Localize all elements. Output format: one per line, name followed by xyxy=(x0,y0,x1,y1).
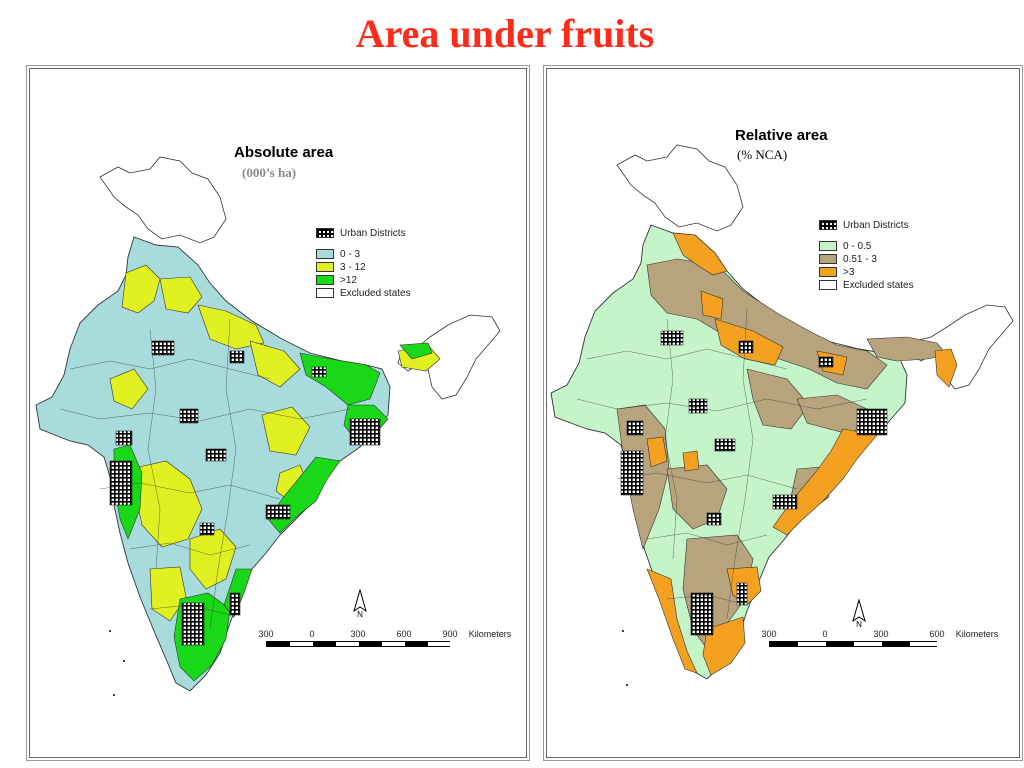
scale-tick-label: 900 xyxy=(442,629,458,639)
legend-item: >12 xyxy=(316,274,411,286)
scale-bar: 300 0 300 600 Kilometers xyxy=(761,629,1009,659)
legend-swatch xyxy=(819,267,837,277)
urban-districts-right xyxy=(620,330,888,636)
excluded-northeast-region xyxy=(397,314,501,400)
legend-item: Urban Districts xyxy=(316,227,411,239)
legend-item: 0.51 - 3 xyxy=(819,253,914,265)
legend-swatch xyxy=(819,280,837,290)
map-subtitle: (000’s ha) xyxy=(242,165,297,180)
north-arrow-icon: N xyxy=(350,588,370,619)
scale-segment xyxy=(267,642,290,646)
legend-label: 0 - 3 xyxy=(340,248,361,260)
legend-label: >3 xyxy=(843,266,855,278)
legend-swatch xyxy=(316,275,334,285)
scale-tick-label: 300 xyxy=(761,629,777,639)
scale-tick-label: 600 xyxy=(396,629,412,639)
india-map-relative xyxy=(550,144,1014,686)
scale-bar: 300 0 300 600 900 Kilometers xyxy=(258,629,516,659)
scale-unit-label: Kilometers xyxy=(468,629,512,639)
legend-label: Urban Districts xyxy=(843,219,909,231)
legend-item: >3 xyxy=(819,266,914,278)
scale-segment xyxy=(336,642,359,646)
map-legend: Urban Districts 0 - 0.5 0.51 - 3 >3 Excluded… xyxy=(819,219,914,292)
map-title: Absolute area xyxy=(234,144,334,161)
legend-swatch xyxy=(316,228,334,238)
scale-segment xyxy=(359,642,382,646)
legend-swatch xyxy=(316,249,334,259)
urban-districts-left xyxy=(109,340,381,646)
scale-segment xyxy=(428,642,451,646)
excluded-north-region xyxy=(99,156,227,244)
legend-label: >12 xyxy=(340,274,357,286)
scale-segment xyxy=(854,642,882,646)
relative-area-map-panel: Relative area (% NCA) Urban Districts 0 -… xyxy=(543,65,1023,761)
scale-tick-label: 600 xyxy=(929,629,945,639)
legend-swatch xyxy=(316,262,334,272)
scale-tick-label: 0 xyxy=(309,629,315,639)
legend-item: 0 - 0.5 xyxy=(819,240,914,252)
legend-label: 0.51 - 3 xyxy=(843,253,877,265)
scale-tick-label: 300 xyxy=(350,629,366,639)
svg-text:N: N xyxy=(357,610,363,617)
scale-tick-label: 0 xyxy=(822,629,828,639)
scale-segment xyxy=(882,642,910,646)
scale-tick-label: 300 xyxy=(258,629,274,639)
legend-item: Urban Districts xyxy=(819,219,914,231)
legend-swatch xyxy=(316,288,334,298)
scale-segment xyxy=(910,642,938,646)
legend-item: 0 - 3 xyxy=(316,248,411,260)
map-title: Relative area xyxy=(735,127,828,144)
legend-label: Urban Districts xyxy=(340,227,406,239)
scale-tick-label: 300 xyxy=(873,629,889,639)
scale-unit-label: Kilometers xyxy=(955,629,999,639)
scale-track xyxy=(769,641,938,647)
scale-segment xyxy=(290,642,313,646)
excluded-north-region xyxy=(616,144,744,232)
scale-segment xyxy=(770,642,798,646)
legend-swatch xyxy=(819,220,837,230)
scale-segment xyxy=(405,642,428,646)
legend-item: Excluded states xyxy=(316,287,411,299)
scale-segment xyxy=(313,642,336,646)
legend-swatch xyxy=(819,241,837,251)
legend-label: Excluded states xyxy=(340,287,411,299)
scale-segment xyxy=(826,642,854,646)
map-subtitle: (% NCA) xyxy=(737,147,788,162)
scale-track xyxy=(266,641,451,647)
legend-swatch xyxy=(819,254,837,264)
legend-label: 3 - 12 xyxy=(340,261,366,273)
scale-segment xyxy=(798,642,826,646)
india-map-absolute xyxy=(35,156,501,696)
legend-item: 3 - 12 xyxy=(316,261,411,273)
legend-item: Excluded states xyxy=(819,279,914,291)
north-arrow-icon: N xyxy=(849,598,869,629)
slide-title: Area under fruits xyxy=(355,11,655,56)
legend-label: Excluded states xyxy=(843,279,914,291)
absolute-area-map-panel: Absolute area (000’s ha) Urban Districts… xyxy=(26,65,530,761)
svg-text:N: N xyxy=(856,620,862,627)
legend-label: 0 - 0.5 xyxy=(843,240,872,252)
scale-segment xyxy=(382,642,405,646)
